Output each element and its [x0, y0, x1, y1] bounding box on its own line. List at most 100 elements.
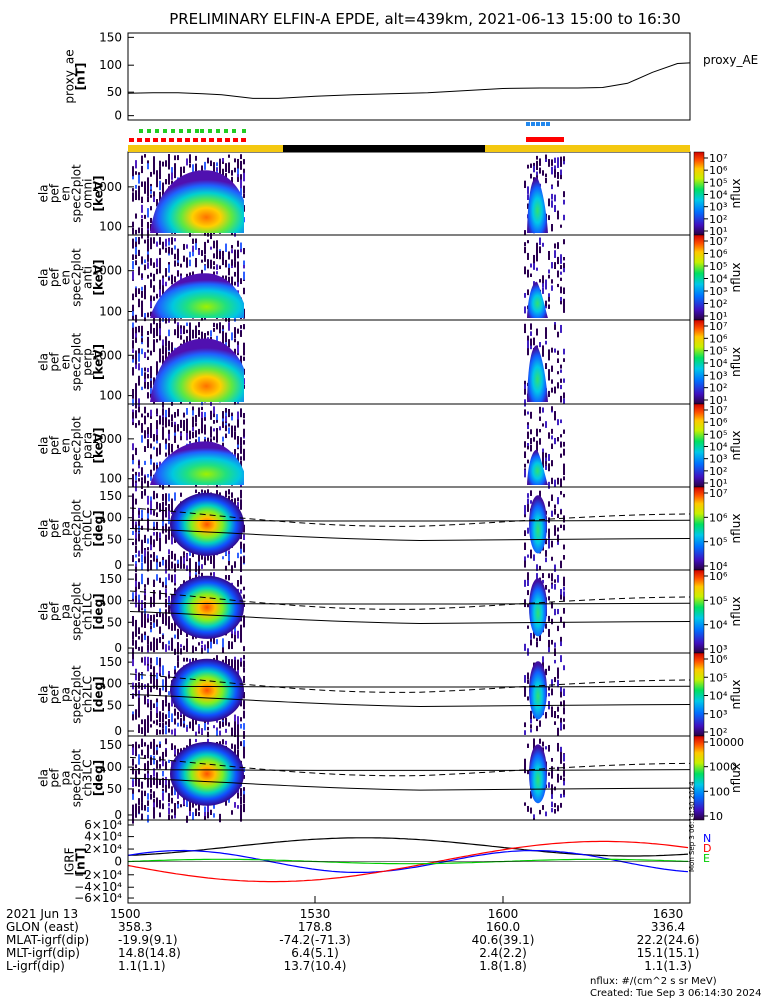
heatmap-cell — [147, 563, 149, 572]
heatmap-cell — [213, 436, 215, 441]
heatmap-cell — [171, 167, 173, 174]
heatmap-cell — [219, 813, 221, 821]
heatmap-cell — [159, 764, 161, 769]
ytick-label: 100 — [99, 511, 122, 525]
heatmap-cell — [177, 326, 179, 331]
heatmap-cell — [548, 463, 550, 470]
heatmap-cell — [213, 413, 215, 418]
heatmap-cell — [524, 802, 526, 806]
ytick-label: 50 — [107, 698, 122, 712]
heatmap-cell — [524, 470, 526, 478]
heatmap-cell — [150, 380, 152, 388]
ylabel-line: en — [59, 186, 73, 201]
heatmap-cell — [524, 409, 526, 416]
heatmap-cell — [135, 480, 137, 485]
heatmap-cell — [554, 348, 556, 353]
heatmap-cell — [524, 181, 526, 189]
heatmap-cell — [201, 250, 203, 256]
heatmap-cell — [524, 293, 526, 298]
colorbar-tick-label: 10² — [709, 382, 727, 395]
heatmap-cell — [141, 333, 143, 337]
heatmap-cell — [141, 554, 143, 563]
heatmap-cell — [138, 636, 140, 640]
heatmap-cell — [210, 433, 212, 438]
heatmap-cell — [147, 247, 149, 253]
heatmap-cell — [150, 474, 152, 481]
heatmap-cell — [557, 350, 559, 355]
heatmap-cell — [171, 637, 173, 644]
heatmap-cell — [132, 517, 134, 527]
heatmap-cell — [132, 412, 134, 416]
heatmap-cell — [135, 246, 137, 255]
heatmap-cell — [548, 454, 550, 461]
heatmap-cell — [141, 158, 143, 164]
heatmap-cell — [147, 547, 149, 551]
heatmap-cell — [563, 160, 565, 165]
heatmap-cell — [536, 725, 538, 732]
heatmap-cell — [527, 672, 529, 680]
heatmap-cell — [539, 342, 541, 348]
heatmap-cell — [524, 306, 526, 314]
heatmap-cell — [135, 803, 137, 812]
heatmap-cell — [243, 324, 245, 330]
heatmap-cell — [225, 342, 227, 347]
series-legend: proxy_AE — [703, 53, 758, 67]
heatmap-cell — [183, 325, 185, 334]
heatmap-cell — [240, 460, 242, 469]
heatmap-cell — [165, 179, 167, 185]
heatmap-cell — [563, 524, 565, 531]
heatmap-cell — [225, 728, 227, 733]
heatmap-cell — [189, 572, 191, 577]
heatmap-cell — [557, 160, 559, 168]
heatmap-cell — [231, 245, 233, 249]
heatmap-cell — [243, 692, 245, 699]
ytick-label: 100 — [99, 472, 122, 486]
heatmap-cell — [168, 621, 170, 630]
heatmap-cell — [177, 258, 179, 264]
heatmap-cell — [135, 565, 137, 573]
heatmap-cell — [551, 428, 553, 432]
heatmap-cell — [159, 195, 161, 202]
heatmap-cell — [159, 248, 161, 255]
heatmap-cell — [548, 373, 550, 381]
heatmap-cell — [243, 168, 245, 175]
colorbar-tick-label: 10⁷ — [709, 487, 727, 500]
heatmap-cell — [560, 169, 562, 175]
heatmap-cell — [524, 579, 526, 587]
heatmap-cell — [141, 348, 143, 355]
heatmap-cell — [186, 565, 188, 572]
heatmap-cell — [159, 180, 161, 188]
green-dot — [139, 129, 143, 133]
heatmap-cell — [135, 359, 137, 365]
heatmap-cell — [234, 167, 236, 173]
ylabel-line: ela — [37, 602, 51, 620]
colorbar-tick-label: 10⁵ — [709, 260, 727, 273]
heatmap-cell — [560, 286, 562, 294]
row-label: MLAT-igrf(dip) — [6, 933, 89, 947]
heatmap-cell — [240, 590, 242, 594]
loss-cone-lines — [129, 673, 691, 707]
heatmap-cell — [132, 221, 134, 228]
heatmap-cell — [560, 655, 562, 663]
heatmap-cell — [153, 510, 155, 516]
heatmap-cell — [539, 490, 541, 499]
heatmap-cell — [138, 550, 140, 556]
colorbar-label: nflux — [729, 514, 743, 544]
ytick-label: 150 — [99, 738, 122, 752]
heatmap-cell — [174, 412, 176, 416]
heatmap-cell — [150, 535, 152, 542]
heatmap-cell — [536, 444, 538, 452]
heatmap-cell — [141, 367, 143, 376]
heatmap-cell — [527, 411, 529, 415]
heatmap-cell — [180, 170, 182, 178]
heatmap-cell — [548, 353, 550, 361]
heatmap-cell — [198, 428, 200, 435]
heatmap-cell — [156, 338, 158, 343]
heatmap-cell — [132, 615, 134, 625]
heatmap-cell — [237, 275, 239, 283]
heatmap-cell — [560, 509, 562, 515]
heatmap-cell — [147, 793, 149, 800]
heatmap-cell — [150, 615, 152, 621]
heatmap-cell — [192, 723, 194, 732]
loss-cone-dashed — [129, 756, 691, 777]
